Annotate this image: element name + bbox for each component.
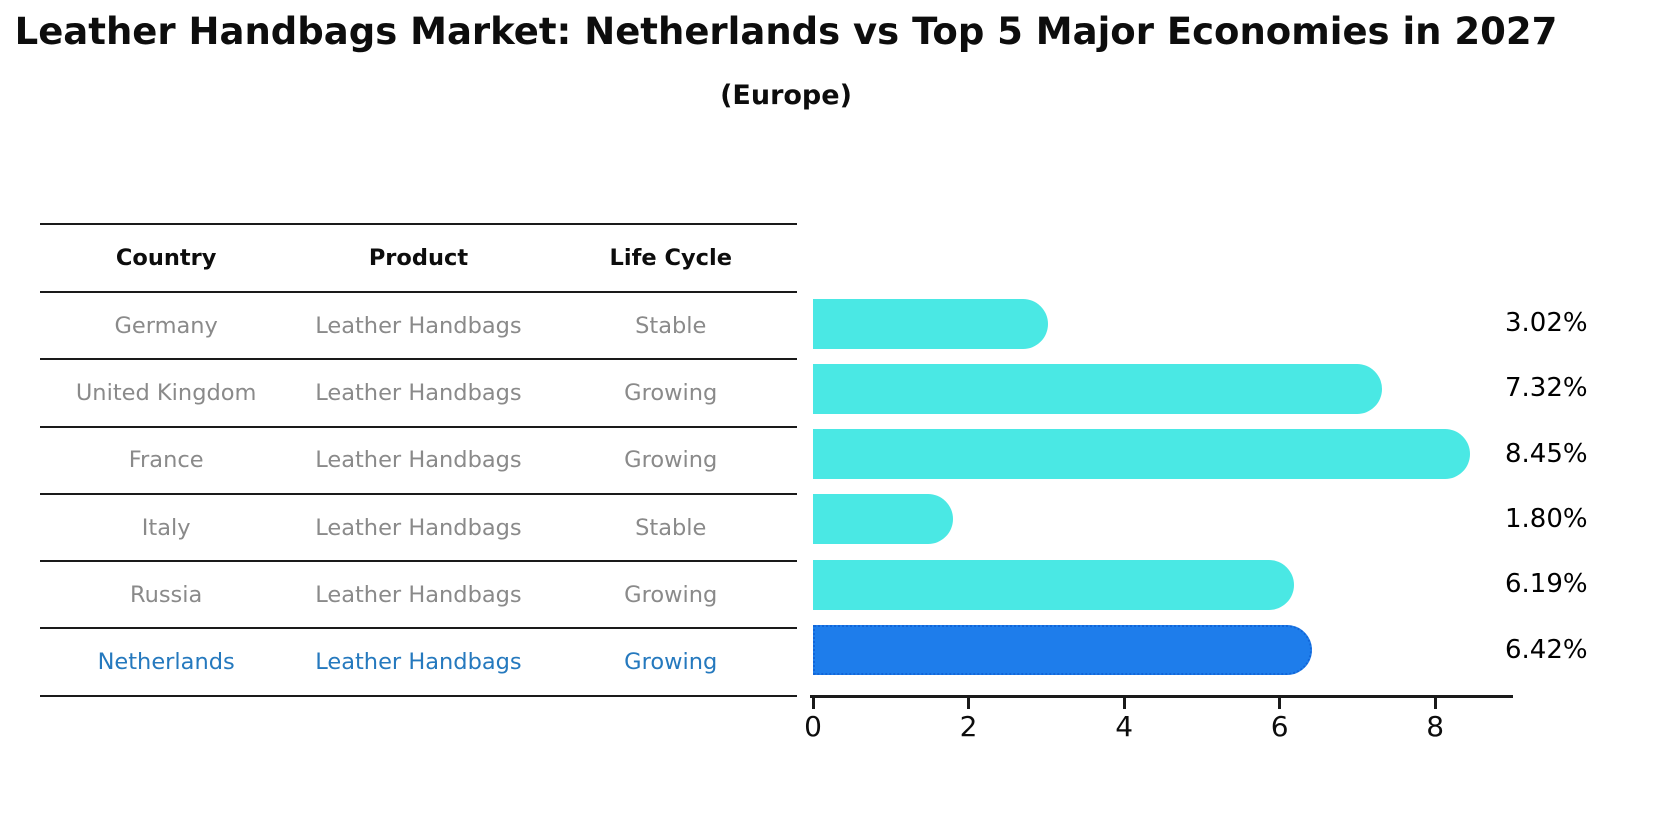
- table-row-netherlands: Netherlands Leather Handbags Growing: [40, 627, 797, 694]
- bar-russia: [813, 559, 1295, 610]
- cell-country: Germany: [114, 312, 218, 339]
- chart-title: Leather Handbags Market: Netherlands vs …: [14, 10, 1558, 53]
- value-label-russia: 6.19%: [1505, 569, 1588, 600]
- bar-united-kingdom: [813, 363, 1383, 414]
- x-tick-label: 8: [1426, 710, 1445, 743]
- table-header-row: Country Product Life Cycle: [40, 223, 797, 291]
- cell-product: Leather Handbags: [315, 581, 522, 608]
- bar-row: 8.45%: [813, 422, 1588, 487]
- bar-italy: [813, 494, 953, 545]
- cell-life-cycle: Growing: [624, 379, 718, 406]
- bar-row: 3.02%: [813, 291, 1588, 356]
- x-tick-label: 6: [1270, 710, 1289, 743]
- table-row-russia: Russia Leather Handbags Growing: [40, 560, 797, 627]
- value-label-netherlands: 6.42%: [1505, 634, 1588, 665]
- x-tick-label: 0: [804, 710, 822, 743]
- value-label-united-kingdom: 7.32%: [1505, 373, 1588, 404]
- table-row-united-kingdom: United Kingdom Leather Handbags Growing: [40, 358, 797, 425]
- cell-country: France: [128, 447, 204, 474]
- bar-row: 7.32%: [813, 356, 1588, 421]
- x-tick-label: 2: [959, 710, 978, 743]
- bar-row: 6.42%: [813, 618, 1588, 683]
- cell-product: Leather Handbags: [315, 379, 522, 406]
- cell-life-cycle: Growing: [624, 581, 718, 608]
- cell-life-cycle: Stable: [635, 514, 707, 541]
- value-label-france: 8.45%: [1505, 438, 1588, 469]
- cell-country: Russia: [129, 581, 203, 608]
- header-life-cycle: Life Cycle: [609, 245, 732, 271]
- bar-germany: [813, 298, 1048, 349]
- cell-product: Leather Handbags: [315, 514, 522, 541]
- chart-subtitle: (Europe): [720, 80, 852, 111]
- cell-life-cycle: Stable: [635, 312, 707, 339]
- bar-row: 6.19%: [813, 552, 1588, 617]
- x-axis-spine: [810, 695, 1513, 698]
- bar-france: [813, 429, 1471, 480]
- cell-country: Netherlands: [97, 649, 235, 676]
- header-country: Country: [115, 245, 217, 271]
- cell-product: Leather Handbags: [315, 649, 522, 676]
- bar-netherlands: [813, 625, 1313, 676]
- cell-product: Leather Handbags: [315, 312, 522, 339]
- header-product: Product: [368, 245, 469, 271]
- x-tick-mark: [967, 697, 971, 709]
- cell-life-cycle: Growing: [624, 447, 718, 474]
- x-tick-mark: [1122, 697, 1126, 709]
- bar-row: 1.80%: [813, 487, 1588, 552]
- cell-life-cycle: Growing: [624, 649, 718, 676]
- table-row-france: France Leather Handbags Growing: [40, 425, 797, 493]
- value-label-germany: 3.02%: [1505, 308, 1588, 338]
- cell-country: United Kingdom: [75, 379, 257, 406]
- table-row-germany: Germany Leather Handbags Stable: [40, 291, 797, 358]
- table-row-italy: Italy Leather Handbags Stable: [40, 492, 797, 560]
- bar-chart: 3.02% 7.32% 8.45% 1.80% 6.19% 6.42%: [813, 291, 1588, 683]
- x-tick-mark: [1278, 697, 1282, 709]
- x-tick-label: 4: [1115, 710, 1134, 743]
- cell-country: Italy: [141, 514, 191, 541]
- value-label-italy: 1.80%: [1505, 503, 1588, 534]
- x-tick-mark: [1433, 697, 1437, 709]
- x-tick-mark: [811, 697, 815, 709]
- country-table: Country Product Life Cycle Germany Leath…: [40, 223, 797, 697]
- cell-product: Leather Handbags: [315, 447, 522, 474]
